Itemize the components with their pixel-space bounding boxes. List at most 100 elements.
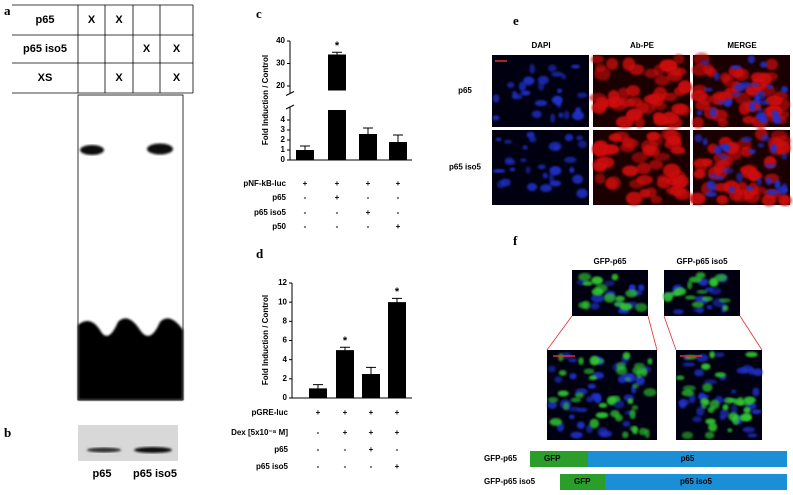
cell-blob [526,131,535,139]
cell-blob [551,71,564,77]
cell-blob [738,102,751,116]
cell-blob [534,99,548,107]
cell-blob [740,136,753,143]
zoom-connectors [546,315,763,351]
cell-blob [593,143,608,156]
cell-blob [665,66,682,76]
condition-label: pGRE-luc [252,408,289,417]
cell-blob [705,191,717,198]
blot-frame [78,425,178,461]
cell-blob [757,107,763,112]
cell-blob [731,404,738,414]
micrograph [591,128,691,206]
connector [546,315,573,351]
cell-blob [674,188,691,201]
cell-blob [747,182,759,196]
cell-blob [709,277,719,287]
cell-blob [740,146,753,157]
cell-blob [540,184,552,193]
condition-sign: + [343,408,348,417]
cell-blob [696,353,709,363]
cell-blob [693,169,706,179]
cell-blob [706,305,713,310]
cell-blob [522,145,528,150]
cell-blob [653,114,668,126]
cell-blob [743,411,752,421]
cell-blob [708,173,717,179]
condition-sign: - [317,462,320,471]
row-label: p65 iso5 [449,163,482,172]
cell-blob [678,398,690,406]
row-label: p65 [36,14,55,26]
error-bar [366,366,376,381]
y-tick-label: 10 [278,297,287,306]
cell-blob [571,64,581,69]
cell-blob [709,107,718,118]
cell-blob [641,367,648,377]
cell-blob [755,90,766,101]
cell-blob [713,72,720,81]
cell-blob [631,152,648,164]
cell-blob [520,90,531,96]
image-label: GFP-p65 iso5 [676,257,728,266]
cell-blob [568,357,578,363]
column-header: Ab-PE [630,41,655,50]
cell-blob [591,276,604,285]
domain-label: p65 [681,454,695,463]
condition-sign: - [304,222,307,231]
cell-blob [712,183,731,192]
lane-label: p65 [93,468,112,480]
cell-blob [673,309,684,315]
cell-blob [567,406,580,412]
cell-blob [728,186,736,193]
micrograph [589,53,692,129]
domain-label: GFP [544,454,561,463]
gel-band [147,143,173,155]
cell-blob [611,395,621,403]
cell-blob [722,304,729,311]
image-label: GFP-p65 [594,257,627,266]
cell-blob [625,289,638,298]
cell-blob [492,115,500,121]
gel-image [77,94,184,401]
connector [663,315,677,351]
cell-blob [766,189,779,196]
cell-blob [495,137,502,142]
cell-blob [633,362,645,369]
cell-blob [695,272,706,279]
construct-label: GFP-p65 [484,454,517,463]
cell-blob [675,104,691,116]
cell-blob [696,406,705,416]
cell-blob [629,425,637,432]
cell-blob [607,90,620,104]
row-label: p65 iso5 [23,43,67,55]
cell-blob [777,186,788,195]
cell-blob [591,288,604,296]
cell-blob [765,58,779,71]
cell-blob [777,193,789,206]
bar [336,350,354,398]
cell-blob [770,130,788,142]
cell-blob [745,351,758,358]
cell-blob [586,396,594,403]
cell-blob [728,412,739,421]
cell-blob [652,101,667,111]
cell-blob [548,173,555,183]
cell-blob [722,167,734,174]
cell-blob [684,295,696,300]
cell: X [143,43,151,55]
cell-blob [492,94,500,103]
cell-blob [527,182,538,192]
cell-blob [595,412,609,419]
cell-blob [572,174,584,185]
cell-blob [615,116,634,128]
cell-blob [687,280,693,290]
cell-blob [629,409,636,420]
cell-blob [576,135,584,141]
cell-blob [597,427,609,437]
cell-blob [743,407,751,414]
cell-blob [621,138,639,149]
cell-blob [563,402,570,411]
cell-blob [774,179,781,190]
cell-blob [500,178,511,187]
